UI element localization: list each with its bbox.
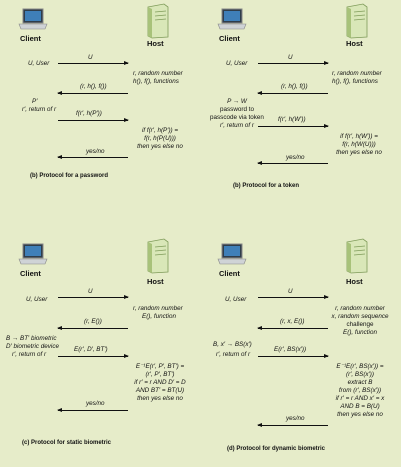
arrow-right [58,61,129,65]
note-host: E⁻¹E(r′, P′, BT′) = [135,363,185,370]
note-client: r′, return of r [219,122,255,129]
note-host: from (r′, BS(x′)) [338,387,382,394]
note-host: h(), f(), functions [133,78,179,85]
host-label: Host [147,39,164,48]
note-user: U, User [26,296,48,303]
note-user: U, User [28,60,50,67]
note-host: (r′, BS(x′)) [346,371,374,378]
note-client: r′, return of r [216,351,251,358]
server-icon [346,238,368,274]
arrow-left [57,155,128,159]
note-host: AND BT′ = BT(U) [135,387,185,394]
note-host: extract B [347,379,373,386]
note-host: if r′ = r AND D′ = D [134,379,186,386]
arrow-label: (r, x, E()) [280,318,305,325]
arrow-left [57,91,128,95]
panel-caption: (c) Protocol for static biometric [22,440,112,446]
note-client: D′ biometric device [6,343,59,350]
server-icon [147,3,169,39]
arrow-right [258,124,329,128]
arrow-right [58,118,129,122]
note-host: E(), function [343,329,377,336]
note-host: r, random number [332,70,382,77]
panel-caption: (b) Protocol for a password [30,173,109,179]
note-host: then yes else no [137,395,183,402]
arrow-left [257,91,328,95]
note-host: AND B = B(U) [340,403,380,410]
note-host: then yes else no [137,143,183,150]
note-host: E⁻¹E(r′, BS(x′)) = [336,363,384,370]
arrow-left [257,423,328,427]
note-client: P′ [32,98,38,105]
arrow-label: (r, h(), f()) [281,83,308,90]
arrow-label: (r, E()) [84,318,102,325]
client-label: Client [20,34,41,43]
note-host: then yes else no [337,411,383,418]
laptop-icon [217,243,247,265]
note-host: r, random number [133,305,183,312]
arrow-right [58,354,129,358]
server-icon [346,3,368,39]
arrow-label: yes/no [286,154,305,161]
note-host: r, random number [335,305,385,312]
note-host: if f(r′, h(P′)) = [141,127,179,134]
arrow-left [57,408,128,412]
arrow-right [258,354,329,358]
client-label: Client [20,269,41,278]
arrow-label: E(r′, BS(x′)) [274,346,307,353]
arrow-label: U [288,288,293,295]
arrow-right [58,295,129,299]
note-client: r′, return of r [12,351,47,358]
note-client: password to [220,106,254,113]
note-host: then yes else no [336,149,382,156]
arrow-label: f(r′, h(P′)) [76,110,102,117]
laptop-icon [217,8,247,30]
note-host: x, random sequence [331,313,389,320]
arrow-right [258,295,329,299]
host-label: Host [346,277,363,286]
arrow-label: E(r′, D′, BT′) [74,346,108,353]
note-client: passcode via token [210,114,264,121]
laptop-icon [18,8,48,30]
arrow-label: yes/no [286,415,305,422]
note-client: r′, return of r [22,106,57,113]
note-user: U, User [225,296,247,303]
host-label: Host [346,39,363,48]
note-host: h(), f(), functions [332,78,378,85]
arrow-label: f(r′, h(W′)) [278,116,306,123]
arrow-left [257,326,328,330]
server-icon [147,238,169,274]
note-host: f(r, h(P(U))) [144,135,176,142]
arrow-label: (r, h(), f()) [80,83,107,90]
note-client: B → BT′ biometric [6,335,57,342]
note-host: (r′, P′, BT′) [145,371,175,378]
arrow-label: U [288,54,293,61]
arrow-left [57,326,128,330]
arrow-label: yes/no [86,400,105,407]
note-host: f(r, h(W(U))) [342,141,376,148]
arrow-label: U [88,54,93,61]
note-client: B, x′ → BS(x′) [213,341,252,348]
note-host: r, random number [133,70,183,77]
note-host: if r′ = r AND x′ = x [335,395,385,402]
client-label: Client [219,269,240,278]
note-host: E(), function [142,313,176,320]
host-label: Host [147,277,164,286]
note-user: U, User [226,60,248,67]
arrow-left [257,161,328,165]
arrow-label: U [88,288,93,295]
laptop-icon [18,243,48,265]
note-host: challenge [346,321,374,328]
arrow-right [258,61,329,65]
note-client: P → W [227,98,247,105]
client-label: Client [219,34,240,43]
note-host: if f(r′, h(W′)) = [340,133,378,140]
panel-caption: (d) Protocol for dynamic biometric [227,446,326,452]
arrow-label: yes/no [86,148,105,155]
panel-caption: (b) Protocol for a token [233,183,299,189]
